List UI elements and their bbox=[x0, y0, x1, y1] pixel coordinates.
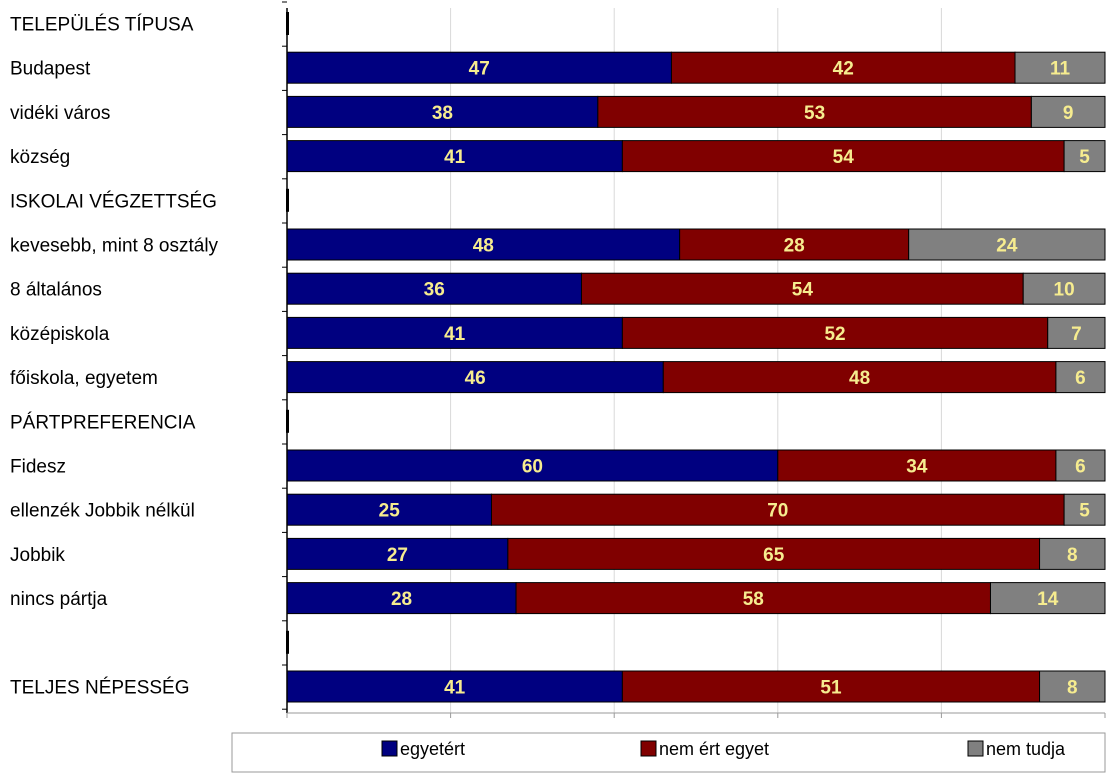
bar-segment bbox=[286, 272, 582, 305]
empty-bar-marker bbox=[286, 188, 289, 212]
data-label: 27 bbox=[387, 545, 408, 566]
data-label: 48 bbox=[473, 236, 494, 257]
bar-segment bbox=[1055, 361, 1106, 394]
category-label: PÁRTPREFERENCIA bbox=[10, 412, 196, 433]
category-label: község bbox=[10, 147, 70, 168]
data-label: 34 bbox=[906, 457, 928, 478]
data-label: 65 bbox=[763, 545, 785, 566]
data-label: 5 bbox=[1079, 501, 1090, 522]
data-label: 11 bbox=[1050, 59, 1071, 80]
empty-bar-marker bbox=[286, 12, 289, 35]
data-label: 10 bbox=[1054, 280, 1075, 301]
data-label: 46 bbox=[465, 368, 486, 389]
data-label: 38 bbox=[432, 103, 453, 124]
data-label: 28 bbox=[391, 589, 412, 610]
bar-segment bbox=[1055, 449, 1106, 482]
bar-segment bbox=[1022, 272, 1106, 305]
data-label: 58 bbox=[743, 589, 764, 610]
category-label: Fidesz bbox=[10, 457, 66, 478]
data-label: 48 bbox=[849, 368, 870, 389]
data-label: 25 bbox=[379, 501, 401, 522]
legend-swatch bbox=[967, 740, 984, 757]
legend-swatch bbox=[381, 740, 398, 757]
bar-segment bbox=[1039, 537, 1106, 570]
bar-segment bbox=[621, 670, 1041, 703]
category-label: kevesebb, mint 8 osztály bbox=[10, 236, 219, 257]
data-label: 36 bbox=[424, 280, 445, 301]
category-label: nincs pártja bbox=[10, 589, 108, 610]
data-label: 42 bbox=[833, 59, 854, 80]
data-label: 47 bbox=[469, 59, 490, 80]
category-label: 8 általános bbox=[10, 280, 102, 301]
category-label: Budapest bbox=[10, 59, 91, 80]
bar-segment bbox=[1063, 493, 1106, 526]
data-label: 41 bbox=[444, 324, 466, 345]
legend: egyetért nem ért egyet nem tudja bbox=[231, 732, 1106, 773]
data-label: 51 bbox=[820, 678, 842, 699]
bar-segment bbox=[1014, 51, 1106, 84]
legend-label: nem ért egyet bbox=[659, 739, 769, 759]
data-label: 52 bbox=[824, 324, 845, 345]
data-label: 54 bbox=[833, 147, 855, 168]
data-label: 8 bbox=[1067, 545, 1078, 566]
data-label: 41 bbox=[444, 147, 466, 168]
category-label: TELJES NÉPESSÉG bbox=[10, 678, 190, 699]
bar-segment bbox=[908, 228, 1106, 261]
empty-bar-marker bbox=[286, 630, 289, 654]
bar-segment bbox=[670, 51, 1016, 84]
category-label: TELEPÜLÉS TÍPUSA bbox=[10, 15, 194, 36]
data-label: 14 bbox=[1037, 589, 1059, 610]
bar-segment bbox=[286, 493, 492, 526]
data-label: 9 bbox=[1063, 103, 1074, 124]
bar-segment bbox=[1063, 140, 1106, 173]
data-label: 6 bbox=[1075, 457, 1086, 478]
bar-segment bbox=[1039, 670, 1106, 703]
category-label: középiskola bbox=[10, 324, 110, 345]
bar-segment bbox=[515, 582, 991, 615]
legend-label: egyetért bbox=[400, 739, 465, 759]
data-label: 5 bbox=[1079, 147, 1090, 168]
bar-segment bbox=[286, 361, 664, 394]
category-label: ISKOLAI VÉGZETTSÉG bbox=[10, 191, 217, 212]
bar-segment bbox=[491, 493, 1065, 526]
data-label: 8 bbox=[1067, 678, 1078, 699]
bar-segment bbox=[286, 537, 509, 570]
bar-segment bbox=[286, 51, 672, 84]
category-labels: TELEPÜLÉS TÍPUSA Budapest vidéki város közs… bbox=[10, 15, 219, 699]
bar-segment bbox=[679, 228, 910, 261]
category-label: ellenzék Jobbik nélkül bbox=[10, 501, 195, 522]
data-label: 70 bbox=[767, 501, 788, 522]
data-label: 41 bbox=[444, 678, 466, 699]
axis-layer bbox=[282, 1, 1106, 718]
data-label: 24 bbox=[996, 236, 1018, 257]
data-label: 28 bbox=[784, 236, 805, 257]
data-label: 54 bbox=[792, 280, 814, 301]
legend-box bbox=[231, 732, 1106, 773]
data-label: 53 bbox=[804, 103, 825, 124]
category-label: Jobbik bbox=[10, 545, 65, 566]
bar-segment bbox=[580, 272, 1024, 305]
legend-label: nem tudja bbox=[986, 739, 1066, 759]
legend-swatch bbox=[640, 740, 657, 757]
data-label: 7 bbox=[1071, 324, 1082, 345]
data-label: 60 bbox=[522, 457, 543, 478]
bar-segment bbox=[286, 228, 681, 261]
bar-segment bbox=[662, 361, 1057, 394]
bar-segment bbox=[989, 582, 1106, 615]
empty-bar-marker bbox=[286, 409, 289, 433]
bar-segment bbox=[1030, 95, 1106, 128]
bar-segment bbox=[597, 95, 1032, 128]
category-label: főiskola, egyetem bbox=[10, 368, 158, 389]
category-label: vidéki város bbox=[10, 103, 110, 124]
bar-segment bbox=[286, 670, 623, 703]
bar-segment bbox=[286, 582, 517, 615]
bar-segment bbox=[507, 537, 1041, 570]
bar-segment bbox=[1047, 316, 1106, 349]
data-label: 6 bbox=[1075, 368, 1086, 389]
